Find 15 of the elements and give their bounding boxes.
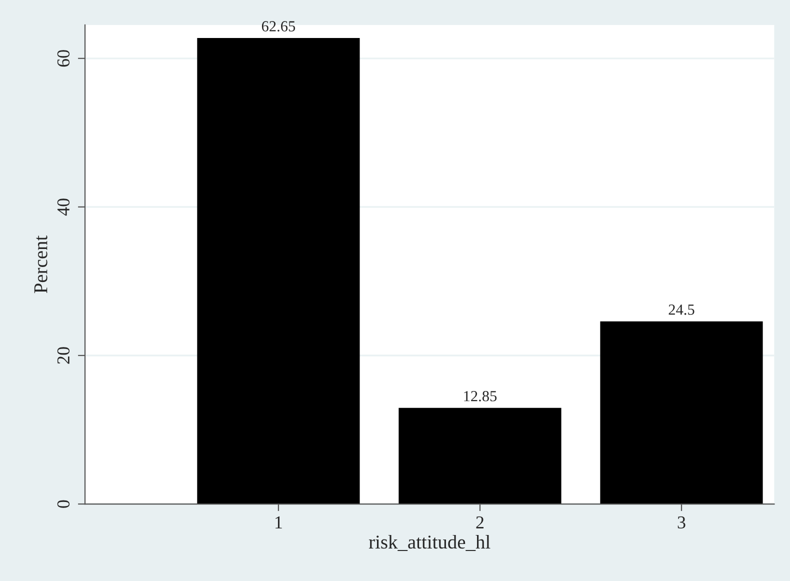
bar — [398, 408, 562, 504]
y-tick-label: 40 — [57, 198, 70, 216]
x-tick-label: 2 — [476, 516, 484, 528]
x-axis-title: risk_attitude_hl — [368, 534, 490, 551]
y-tick-label: 0 — [57, 500, 70, 508]
bar — [600, 321, 763, 504]
x-tick-label: 3 — [678, 516, 686, 529]
data-label: 24.5 — [668, 304, 694, 315]
data-label: 12.85 — [464, 391, 497, 402]
bar — [197, 38, 360, 504]
x-tick-label: 1 — [276, 516, 282, 528]
data-label: 62.65 — [262, 21, 296, 32]
y-tick-label: 60 — [57, 50, 70, 67]
y-axis-title: Percent — [34, 235, 48, 294]
y-tick-label: 20 — [57, 347, 70, 364]
